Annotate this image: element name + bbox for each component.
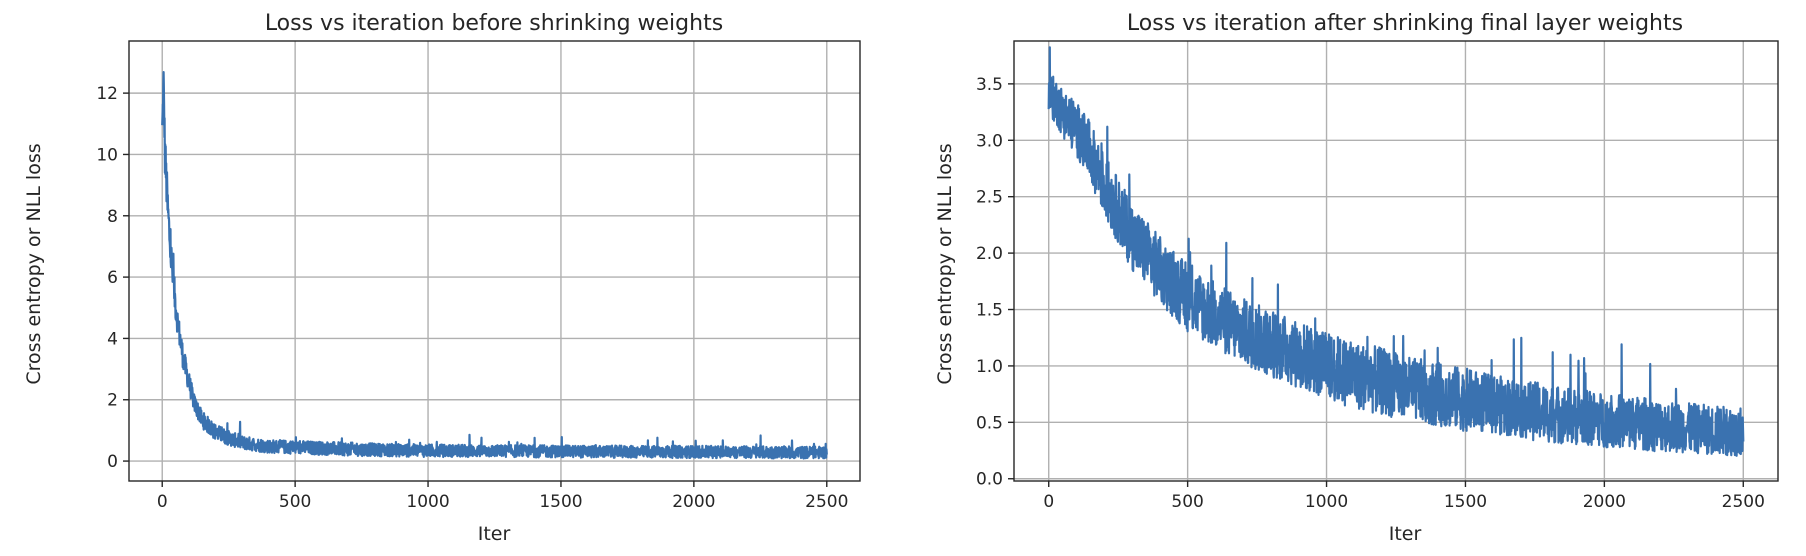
- y-tick-label: 2.5: [976, 188, 1003, 208]
- y-axis-label: Cross entropy or NLL loss: [23, 143, 45, 384]
- x-tick-label: 500: [1171, 492, 1203, 512]
- y-tick-label: 2.0: [976, 244, 1003, 264]
- x-tick-label: 1000: [1305, 492, 1348, 512]
- x-tick-label: 2500: [1722, 492, 1765, 512]
- y-tick-label: 10: [96, 145, 118, 165]
- y-tick-label: 0: [107, 452, 118, 472]
- plot-frame: [1013, 40, 1779, 482]
- x-tick-label: 500: [279, 492, 311, 512]
- grid: [129, 41, 860, 481]
- y-tick-label: 1.0: [976, 357, 1003, 377]
- x-axis-label: Iter: [1389, 523, 1422, 545]
- ticks: 0 500 1000 1500 2000 2500 0.0 0.5 1.0 1.5 2.0 2.5 3.…: [976, 75, 1765, 512]
- y-tick-label: 4: [107, 329, 118, 349]
- x-tick-label: 0: [157, 492, 168, 512]
- y-tick-label: 12: [96, 84, 118, 104]
- x-tick-label: 2000: [672, 492, 715, 512]
- y-tick-label: 0.5: [976, 413, 1003, 433]
- loss-series-line: [161, 71, 828, 460]
- chart-loss-before-shrinking: Loss vs iteration before shrinking weigh…: [23, 11, 861, 545]
- y-axis-label: Cross entropy or NLL loss: [934, 143, 956, 384]
- y-tick-label: 8: [107, 207, 118, 227]
- y-tick-label: 0.0: [976, 470, 1003, 490]
- loss-series-line: [1047, 46, 1745, 457]
- chart-loss-after-shrinking: Loss vs iteration after shrinking final …: [934, 11, 1779, 545]
- chart-title: Loss vs iteration before shrinking weigh…: [265, 11, 723, 36]
- y-tick-label: 6: [107, 268, 118, 288]
- plot-frame: [128, 40, 861, 482]
- chart-title: Loss vs iteration after shrinking final …: [1127, 11, 1683, 36]
- x-tick-label: 2000: [1583, 492, 1626, 512]
- y-tick-label: 2: [107, 391, 118, 411]
- y-tick-label: 3.5: [976, 75, 1003, 95]
- y-tick-label: 3.0: [976, 131, 1003, 151]
- y-tick-label: 1.5: [976, 301, 1003, 321]
- x-tick-label: 0: [1043, 492, 1054, 512]
- x-tick-label: 1500: [1444, 492, 1487, 512]
- x-tick-label: 2500: [805, 492, 848, 512]
- x-tick-label: 1500: [539, 492, 582, 512]
- x-axis-label: Iter: [478, 523, 511, 545]
- x-tick-label: 1000: [406, 492, 449, 512]
- ticks: 0 500 1000 1500 2000 2500 0 2 4 6 8 10 12: [96, 84, 848, 512]
